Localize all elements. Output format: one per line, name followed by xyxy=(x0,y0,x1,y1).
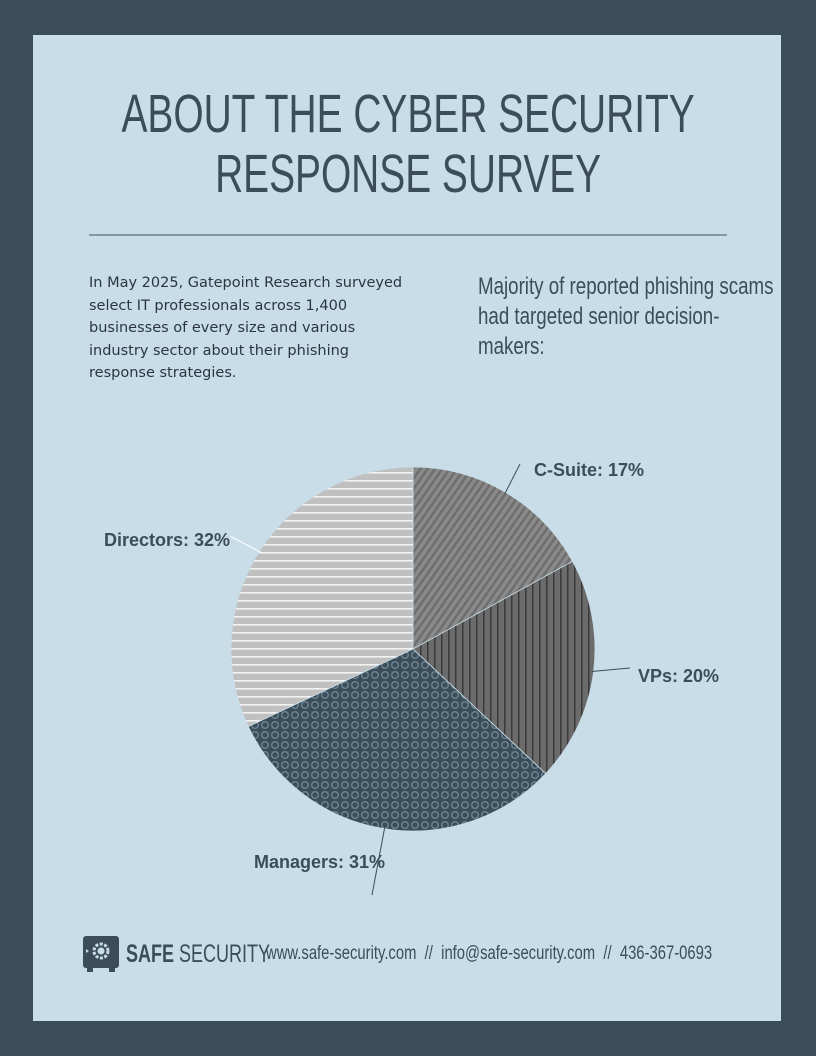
leader-line-c-suite xyxy=(504,463,521,495)
brand-bold: SAFE xyxy=(126,939,175,968)
label-c-suite: C-Suite: 17% xyxy=(534,460,644,480)
intro-text: In May 2025, Gatepoint Research surveyed… xyxy=(89,275,403,381)
chart-lead-text: Majority of reported phishing scams had … xyxy=(478,272,778,362)
lead-text: Majority of reported phishing scams had … xyxy=(478,273,774,360)
phone-number: 436-367-0693 xyxy=(619,943,713,964)
page-title: ABOUT THE CYBER SECURITY RESPONSE SURVEY xyxy=(0,84,816,204)
brand-light: SECURITY xyxy=(179,939,271,968)
title-line-2: RESPONSE SURVEY xyxy=(214,144,602,204)
divider xyxy=(89,234,727,236)
separator: // xyxy=(424,943,433,964)
email-link[interactable]: info@safe-security.com xyxy=(441,943,596,964)
contact-info: www.safe-security.com // info@safe-secur… xyxy=(266,943,712,965)
separator: // xyxy=(603,943,612,964)
leader-line-vps xyxy=(591,667,631,673)
safe-icon xyxy=(83,936,119,972)
label-directors: Directors: 32% xyxy=(104,530,230,550)
leader-line-managers xyxy=(371,826,386,896)
website-link[interactable]: www.safe-security.com xyxy=(266,943,417,964)
label-managers: Managers: 31% xyxy=(254,852,385,872)
leader-line-directors xyxy=(229,535,262,553)
label-vps: VPs: 20% xyxy=(638,666,719,686)
title-line-1: ABOUT THE CYBER SECURITY xyxy=(121,84,695,144)
brand-logo: SAFE SECURITY xyxy=(126,939,270,969)
footer: SAFE SECURITY www.safe-security.com // i… xyxy=(82,936,816,972)
